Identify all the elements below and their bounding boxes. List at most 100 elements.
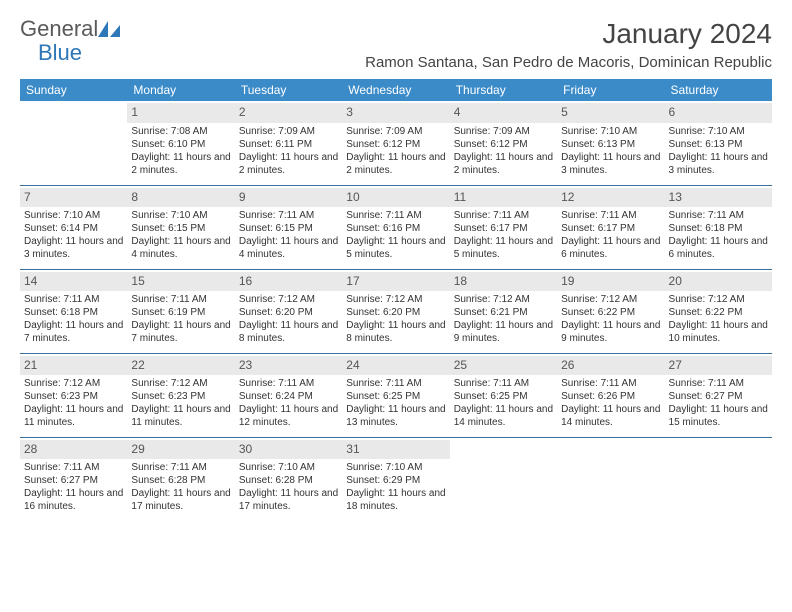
day-cell: 26Sunrise: 7:11 AMSunset: 6:26 PMDayligh…	[557, 353, 664, 437]
day-cell: 29Sunrise: 7:11 AMSunset: 6:28 PMDayligh…	[127, 437, 234, 521]
day-number: 27	[665, 356, 772, 376]
day-details: Sunrise: 7:11 AMSunset: 6:28 PMDaylight:…	[131, 461, 230, 513]
weekday-header: Saturday	[665, 79, 772, 101]
day-number: 3	[342, 103, 449, 123]
logo-general-text: General	[20, 16, 98, 41]
day-details: Sunrise: 7:10 AMSunset: 6:13 PMDaylight:…	[561, 125, 660, 177]
day-number: 6	[665, 103, 772, 123]
day-number: 19	[557, 272, 664, 292]
week-row: 21Sunrise: 7:12 AMSunset: 6:23 PMDayligh…	[20, 353, 772, 437]
day-details: Sunrise: 7:11 AMSunset: 6:18 PMDaylight:…	[669, 209, 768, 261]
week-row: 14Sunrise: 7:11 AMSunset: 6:18 PMDayligh…	[20, 269, 772, 353]
weekday-header: Wednesday	[342, 79, 449, 101]
day-cell: 10Sunrise: 7:11 AMSunset: 6:16 PMDayligh…	[342, 185, 449, 269]
day-cell: 1Sunrise: 7:08 AMSunset: 6:10 PMDaylight…	[127, 101, 234, 185]
weekday-header-row: SundayMondayTuesdayWednesdayThursdayFrid…	[20, 79, 772, 101]
day-details: Sunrise: 7:12 AMSunset: 6:20 PMDaylight:…	[239, 293, 338, 345]
day-cell: 14Sunrise: 7:11 AMSunset: 6:18 PMDayligh…	[20, 269, 127, 353]
day-details: Sunrise: 7:08 AMSunset: 6:10 PMDaylight:…	[131, 125, 230, 177]
weekday-header: Tuesday	[235, 79, 342, 101]
day-details: Sunrise: 7:11 AMSunset: 6:25 PMDaylight:…	[346, 377, 445, 429]
calendar-table: SundayMondayTuesdayWednesdayThursdayFrid…	[20, 79, 772, 521]
day-number: 5	[557, 103, 664, 123]
day-cell: 30Sunrise: 7:10 AMSunset: 6:28 PMDayligh…	[235, 437, 342, 521]
day-number: 17	[342, 272, 449, 292]
day-cell: 25Sunrise: 7:11 AMSunset: 6:25 PMDayligh…	[450, 353, 557, 437]
day-details: Sunrise: 7:12 AMSunset: 6:23 PMDaylight:…	[24, 377, 123, 429]
day-details: Sunrise: 7:12 AMSunset: 6:23 PMDaylight:…	[131, 377, 230, 429]
day-details: Sunrise: 7:09 AMSunset: 6:11 PMDaylight:…	[239, 125, 338, 177]
weekday-header: Friday	[557, 79, 664, 101]
day-cell: 18Sunrise: 7:12 AMSunset: 6:21 PMDayligh…	[450, 269, 557, 353]
day-number: 13	[665, 188, 772, 208]
day-number: 11	[450, 188, 557, 208]
day-cell: 20Sunrise: 7:12 AMSunset: 6:22 PMDayligh…	[665, 269, 772, 353]
day-cell: 16Sunrise: 7:12 AMSunset: 6:20 PMDayligh…	[235, 269, 342, 353]
day-details: Sunrise: 7:12 AMSunset: 6:21 PMDaylight:…	[454, 293, 553, 345]
day-cell: 22Sunrise: 7:12 AMSunset: 6:23 PMDayligh…	[127, 353, 234, 437]
day-number: 24	[342, 356, 449, 376]
day-number: 4	[450, 103, 557, 123]
day-cell: 19Sunrise: 7:12 AMSunset: 6:22 PMDayligh…	[557, 269, 664, 353]
header: General Blue January 2024 Ramon Santana,…	[20, 18, 772, 71]
day-number: 1	[127, 103, 234, 123]
day-cell: 31Sunrise: 7:10 AMSunset: 6:29 PMDayligh…	[342, 437, 449, 521]
day-number: 29	[127, 440, 234, 460]
day-details: Sunrise: 7:11 AMSunset: 6:27 PMDaylight:…	[669, 377, 768, 429]
day-cell: .	[557, 437, 664, 521]
day-number: 30	[235, 440, 342, 460]
day-number: 12	[557, 188, 664, 208]
month-title: January 2024	[365, 18, 772, 50]
day-details: Sunrise: 7:11 AMSunset: 6:17 PMDaylight:…	[454, 209, 553, 261]
day-number: 20	[665, 272, 772, 292]
day-details: Sunrise: 7:10 AMSunset: 6:14 PMDaylight:…	[24, 209, 123, 261]
day-number: 18	[450, 272, 557, 292]
day-details: Sunrise: 7:11 AMSunset: 6:15 PMDaylight:…	[239, 209, 338, 261]
week-row: 7Sunrise: 7:10 AMSunset: 6:14 PMDaylight…	[20, 185, 772, 269]
week-row: 28Sunrise: 7:11 AMSunset: 6:27 PMDayligh…	[20, 437, 772, 521]
day-details: Sunrise: 7:11 AMSunset: 6:25 PMDaylight:…	[454, 377, 553, 429]
day-number: 28	[20, 440, 127, 460]
weekday-header: Monday	[127, 79, 234, 101]
day-cell: .	[20, 101, 127, 185]
day-cell: 4Sunrise: 7:09 AMSunset: 6:12 PMDaylight…	[450, 101, 557, 185]
day-cell: 11Sunrise: 7:11 AMSunset: 6:17 PMDayligh…	[450, 185, 557, 269]
day-cell: 9Sunrise: 7:11 AMSunset: 6:15 PMDaylight…	[235, 185, 342, 269]
day-details: Sunrise: 7:11 AMSunset: 6:24 PMDaylight:…	[239, 377, 338, 429]
day-number: 14	[20, 272, 127, 292]
calendar-body: .1Sunrise: 7:08 AMSunset: 6:10 PMDayligh…	[20, 101, 772, 521]
day-details: Sunrise: 7:11 AMSunset: 6:17 PMDaylight:…	[561, 209, 660, 261]
day-number: 22	[127, 356, 234, 376]
day-number: 9	[235, 188, 342, 208]
weekday-header: Thursday	[450, 79, 557, 101]
day-details: Sunrise: 7:09 AMSunset: 6:12 PMDaylight:…	[454, 125, 553, 177]
logo-sail-icon	[98, 21, 122, 42]
day-cell: 6Sunrise: 7:10 AMSunset: 6:13 PMDaylight…	[665, 101, 772, 185]
day-cell: 17Sunrise: 7:12 AMSunset: 6:20 PMDayligh…	[342, 269, 449, 353]
day-cell: 27Sunrise: 7:11 AMSunset: 6:27 PMDayligh…	[665, 353, 772, 437]
day-details: Sunrise: 7:11 AMSunset: 6:16 PMDaylight:…	[346, 209, 445, 261]
title-block: January 2024 Ramon Santana, San Pedro de…	[365, 18, 772, 71]
day-number: 7	[20, 188, 127, 208]
day-cell: 5Sunrise: 7:10 AMSunset: 6:13 PMDaylight…	[557, 101, 664, 185]
day-cell: 28Sunrise: 7:11 AMSunset: 6:27 PMDayligh…	[20, 437, 127, 521]
day-number: 2	[235, 103, 342, 123]
day-cell: 23Sunrise: 7:11 AMSunset: 6:24 PMDayligh…	[235, 353, 342, 437]
day-cell: 7Sunrise: 7:10 AMSunset: 6:14 PMDaylight…	[20, 185, 127, 269]
day-details: Sunrise: 7:12 AMSunset: 6:20 PMDaylight:…	[346, 293, 445, 345]
day-details: Sunrise: 7:11 AMSunset: 6:27 PMDaylight:…	[24, 461, 123, 513]
day-number: 25	[450, 356, 557, 376]
day-number: 10	[342, 188, 449, 208]
day-number: 15	[127, 272, 234, 292]
weekday-header: Sunday	[20, 79, 127, 101]
day-cell: 15Sunrise: 7:11 AMSunset: 6:19 PMDayligh…	[127, 269, 234, 353]
day-number: 16	[235, 272, 342, 292]
day-number: 31	[342, 440, 449, 460]
day-number: 26	[557, 356, 664, 376]
day-details: Sunrise: 7:11 AMSunset: 6:19 PMDaylight:…	[131, 293, 230, 345]
day-number: 23	[235, 356, 342, 376]
day-cell: 8Sunrise: 7:10 AMSunset: 6:15 PMDaylight…	[127, 185, 234, 269]
day-cell: .	[450, 437, 557, 521]
day-cell: 2Sunrise: 7:09 AMSunset: 6:11 PMDaylight…	[235, 101, 342, 185]
day-number: 8	[127, 188, 234, 208]
